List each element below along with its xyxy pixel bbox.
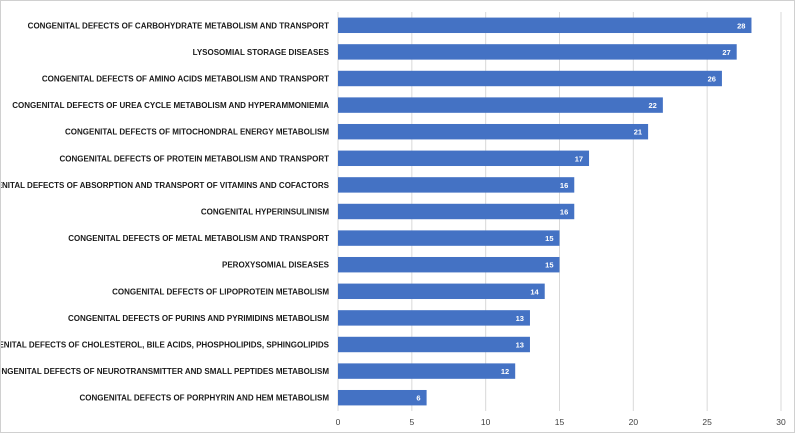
bar — [338, 17, 752, 34]
category-label: CONGENITAL DEFECTS OF PROTEIN METABOLISM… — [60, 154, 330, 163]
data-label: 16 — [560, 208, 568, 217]
category-label: CONGENITAL DEFECTS OF AMINO ACIDS METABO… — [42, 75, 329, 84]
bar — [338, 150, 590, 167]
x-tick-label: 10 — [481, 417, 491, 427]
bar — [338, 230, 560, 246]
data-label: 15 — [545, 234, 553, 243]
data-label: 22 — [649, 101, 657, 110]
data-label: 15 — [545, 261, 553, 270]
x-tick-label: 0 — [336, 417, 341, 427]
bar — [338, 97, 663, 113]
data-label: 27 — [722, 48, 730, 57]
x-tick-label: 25 — [702, 417, 712, 427]
data-label: 16 — [560, 181, 568, 190]
category-label: LYSOSOMIAL STORAGE DISEASES — [193, 48, 330, 57]
category-label: CONGENITAL DEFECTS OF UREA CYCLE METABOL… — [12, 101, 329, 110]
category-label: CONGENITAL DEFECTS OF PORPHYRIN AND HEM … — [80, 394, 330, 403]
data-label: 28 — [737, 21, 745, 30]
bar — [338, 177, 575, 193]
category-label: CONGENITAL DEFECTS OF CARBOHYDRATE METAB… — [28, 21, 329, 30]
category-label: PEROXYSOMIAL DISEASES — [222, 261, 330, 270]
category-label: CONGENITAL HYPERINSULINISM — [201, 208, 329, 217]
bars: 28 27 26 22 21 17 16 16 15 15 14 13 13 12 6 — [338, 17, 752, 406]
bar — [338, 203, 575, 220]
data-label: 6 — [416, 394, 420, 403]
x-tick-label: 5 — [409, 417, 414, 427]
data-label: 21 — [634, 128, 642, 137]
bar — [338, 283, 545, 300]
data-label: 26 — [708, 75, 716, 84]
bar — [338, 363, 516, 379]
x-axis-ticks: 0 5 10 15 20 25 30 — [336, 417, 786, 427]
category-label: CONGENITAL DEFECTS OF LIPOPROTEIN METABO… — [112, 287, 329, 296]
x-tick-label: 20 — [629, 417, 639, 427]
bar — [338, 389, 427, 406]
category-label: CONGENITAL DEFECTS OF CHOLESTEROL, BILE … — [1, 341, 330, 350]
data-label: 17 — [575, 154, 583, 163]
category-labels: CONGENITAL DEFECTS OF CARBOHYDRATE METAB… — [1, 21, 330, 402]
data-label: 13 — [516, 341, 524, 350]
category-label: CONGENITAL DEFECTS OF METAL METABOLISM A… — [68, 234, 329, 243]
bar — [338, 44, 737, 60]
bar — [338, 256, 560, 273]
bar — [338, 123, 649, 140]
bar — [338, 70, 722, 87]
bar — [338, 310, 530, 326]
data-label: 13 — [516, 314, 524, 323]
data-label: 12 — [501, 367, 509, 376]
category-label: CONGENITAL DEFECTS OF ABSORPTION AND TRA… — [1, 181, 330, 190]
bar — [338, 336, 530, 353]
category-label: CONGENITAL DEFECTS OF PURINS AND PYRIMID… — [68, 314, 329, 323]
x-tick-label: 15 — [555, 417, 565, 427]
data-label: 14 — [530, 287, 539, 296]
category-label: CONGENITAL DEFECTS OF MITOCHONDRAL ENERG… — [65, 128, 329, 137]
category-label: CONGENITAL DEFECTS OF NEUROTRANSMITTER A… — [1, 367, 329, 376]
x-tick-label: 30 — [776, 417, 786, 427]
